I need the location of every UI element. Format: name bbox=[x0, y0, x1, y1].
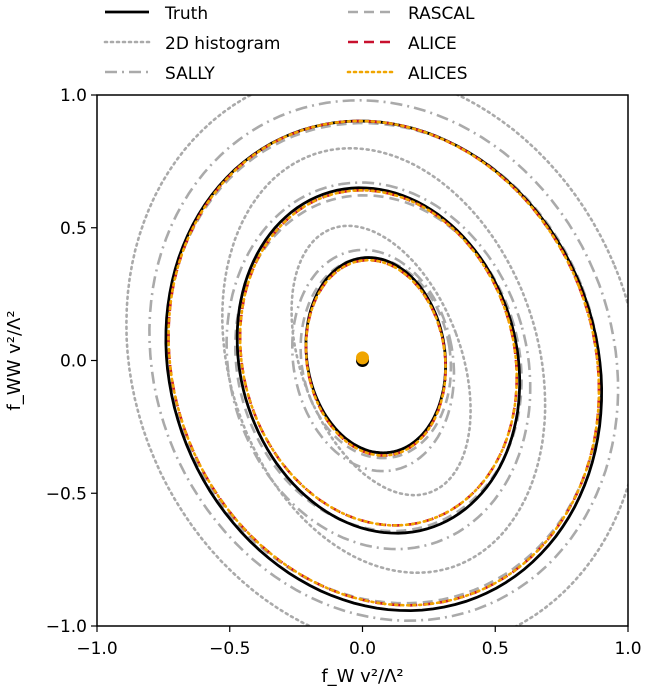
y-tick-label: 1.0 bbox=[60, 86, 87, 106]
legend-label: 2D histogram bbox=[165, 34, 281, 54]
x-axis-label: f_W v²/Λ² bbox=[321, 666, 403, 687]
legend-label: ALICES bbox=[408, 64, 468, 84]
y-tick-label: 0.5 bbox=[60, 219, 87, 239]
contour-rascal-2 bbox=[234, 193, 523, 533]
legend-label: ALICE bbox=[408, 34, 457, 54]
legend-entry-sally: SALLY bbox=[105, 64, 215, 84]
x-tick-label: 1.0 bbox=[614, 639, 641, 659]
y-tick-label: −0.5 bbox=[46, 484, 87, 504]
x-axis: −1.0 −0.5 0.0 0.5 1.0 bbox=[76, 626, 642, 659]
y-axis: 1.0 0.5 0.0 −0.5 −1.0 bbox=[46, 86, 97, 637]
legend: Truth 2D histogram SALLY RASCAL ALICE ALICES bbox=[103, 4, 475, 84]
contour-2d-histogram-2 bbox=[220, 147, 547, 574]
legend-label: Truth bbox=[164, 4, 208, 24]
contour-2d-histogram-3 bbox=[125, 95, 628, 626]
y-tick-label: −1.0 bbox=[46, 617, 87, 637]
contour-alices-1 bbox=[304, 258, 447, 457]
y-tick-label: 0.0 bbox=[60, 352, 87, 372]
x-tick-label: −1.0 bbox=[76, 639, 117, 659]
legend-entry-truth: Truth bbox=[105, 4, 208, 24]
x-tick-label: 0.5 bbox=[482, 639, 509, 659]
contour-sally-2 bbox=[225, 181, 532, 551]
y-axis-label: f_WW v²/Λ² bbox=[4, 310, 25, 410]
contour-sally-3 bbox=[148, 98, 620, 623]
contour-alices-3 bbox=[167, 119, 601, 607]
legend-label: SALLY bbox=[165, 64, 215, 84]
legend-entry-rascal: RASCAL bbox=[348, 4, 475, 24]
plot-area bbox=[125, 95, 628, 626]
legend-entry-alice: ALICE bbox=[348, 34, 457, 54]
x-tick-label: 0.0 bbox=[349, 639, 376, 659]
legend-entry-alices: ALICES bbox=[346, 64, 468, 84]
x-tick-label: −0.5 bbox=[209, 639, 250, 659]
contour-truth-2 bbox=[235, 186, 522, 535]
legend-entry-2d-histogram: 2D histogram bbox=[103, 34, 281, 54]
best-fit-point-alices bbox=[356, 351, 369, 365]
legend-label: RASCAL bbox=[408, 4, 475, 24]
contour-sally-1 bbox=[291, 248, 456, 473]
contour-alices-2 bbox=[238, 188, 518, 527]
